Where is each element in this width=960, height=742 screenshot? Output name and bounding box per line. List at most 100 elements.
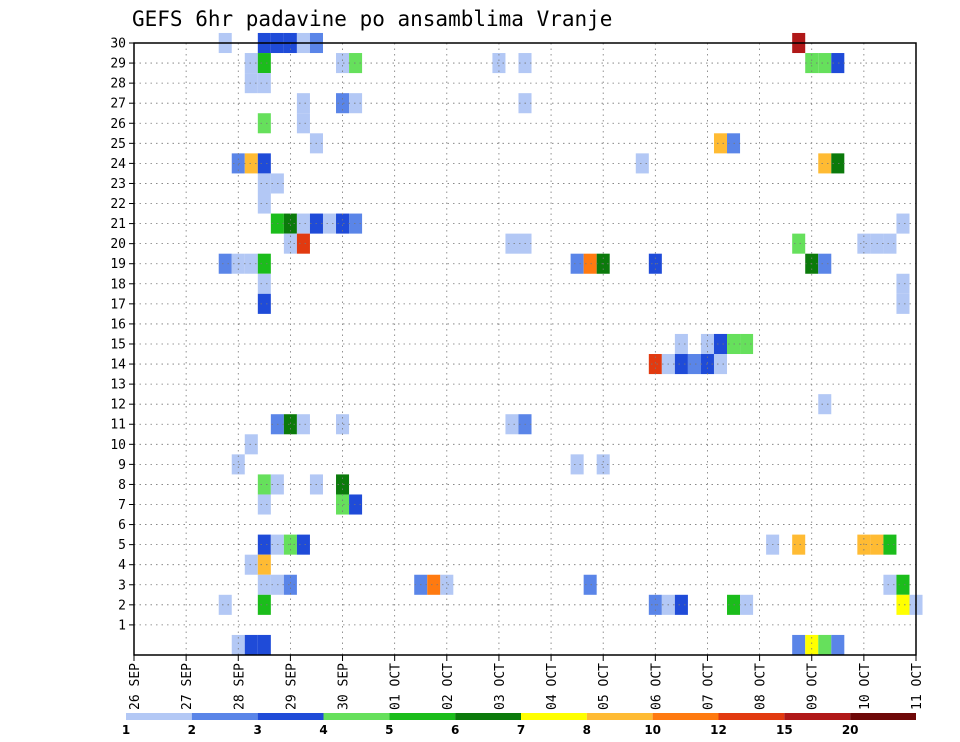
precip-cell — [648, 354, 662, 375]
colorbar-label: 10 — [644, 723, 661, 737]
precip-cell — [674, 354, 688, 375]
x-tick-label: 02 OCT — [441, 663, 456, 710]
y-tick-label: 1 — [118, 618, 126, 633]
precip-cell — [792, 634, 806, 655]
precip-cell — [244, 253, 258, 274]
precip-cell — [505, 414, 519, 435]
colorbar-swatch — [257, 713, 324, 720]
colorbar-label: 3 — [253, 723, 261, 737]
x-tick-label: 28 SEP — [232, 663, 247, 710]
precip-cell — [257, 113, 271, 134]
y-tick-label: 20 — [110, 237, 126, 252]
precip-cell — [896, 293, 910, 314]
precip-cell — [296, 213, 310, 234]
precip-cell — [257, 273, 271, 294]
precip-cell — [492, 53, 506, 74]
colorbar-swatch — [191, 713, 258, 720]
colorbar-swatch — [652, 713, 719, 720]
y-tick-label: 7 — [118, 498, 126, 513]
y-tick-label: 23 — [110, 177, 126, 192]
precip-cell — [257, 534, 271, 555]
x-axis: 26 SEP 27 SEP 28 SEP 29 SEP 30 SEP 01 OCT 02 O… — [128, 655, 925, 710]
precip-cell — [336, 93, 350, 114]
colorbar-label: 4 — [319, 723, 327, 737]
precip-cell — [231, 634, 245, 655]
y-tick-label: 29 — [110, 57, 126, 72]
precip-cell — [440, 574, 454, 595]
x-tick-label: 07 OCT — [701, 663, 716, 710]
colorbar-swatch — [718, 713, 785, 720]
precip-cell — [583, 574, 597, 595]
precip-cell — [218, 253, 232, 274]
precip-cell — [805, 634, 819, 655]
precip-cell — [857, 233, 871, 254]
x-tick-label: 09 OCT — [806, 663, 821, 710]
precip-cell — [257, 293, 271, 314]
y-tick-label: 8 — [118, 478, 126, 493]
precip-cell — [896, 574, 910, 595]
precip-cell — [883, 534, 897, 555]
x-tick-label: 26 SEP — [128, 663, 143, 710]
precip-cell — [257, 153, 271, 174]
precip-cell — [349, 494, 363, 515]
y-tick-label: 3 — [118, 578, 126, 593]
precip-cell — [818, 634, 832, 655]
y-tick-label: 28 — [110, 77, 126, 92]
precip-cell — [883, 233, 897, 254]
y-tick-label: 25 — [110, 137, 126, 152]
colorbar-swatch — [784, 713, 851, 720]
precip-cell — [349, 53, 363, 74]
y-tick-label: 21 — [110, 217, 126, 232]
y-tick-label: 5 — [118, 538, 126, 553]
precip-cell — [336, 53, 350, 74]
x-tick-label: 10 OCT — [858, 663, 873, 710]
precip-cell — [713, 333, 728, 355]
y-tick-label: 9 — [118, 458, 126, 473]
y-tick-label: 14 — [110, 358, 126, 373]
precip-cell — [349, 93, 363, 114]
y-tick-label: 19 — [110, 257, 126, 272]
y-tick-label: 16 — [110, 317, 126, 332]
precip-cell — [740, 594, 754, 615]
precip-cell — [296, 233, 310, 254]
precip-cell — [635, 153, 649, 174]
colorbar-label: 6 — [451, 723, 459, 737]
y-tick-label: 15 — [110, 337, 126, 352]
precip-cell — [244, 434, 258, 455]
precip-cell — [218, 594, 232, 615]
precip-cell — [244, 73, 258, 94]
x-tick-label: 27 SEP — [180, 663, 195, 710]
precip-cell — [257, 634, 271, 655]
colorbar-label: 20 — [842, 723, 859, 737]
precip-cell — [296, 113, 310, 134]
colorbar-swatch — [521, 713, 587, 720]
colorbar-label: 8 — [583, 723, 591, 737]
x-tick-label: 30 SEP — [337, 663, 352, 710]
precip-cell — [896, 594, 910, 615]
precip-cell — [713, 354, 728, 375]
chart-title: GEFS 6hr padavine po ansamblima Vranje — [132, 7, 612, 31]
precip-cell — [596, 454, 610, 475]
precip-cell — [244, 53, 258, 74]
precip-cell — [818, 394, 832, 415]
precip-cell — [257, 253, 271, 274]
precip-cell — [257, 574, 271, 595]
precip-cell — [244, 634, 258, 655]
precip-cell — [283, 233, 297, 254]
precip-cell — [570, 454, 584, 475]
precip-cell — [831, 634, 845, 655]
precip-cell — [283, 213, 297, 234]
y-tick-label: 2 — [118, 598, 126, 613]
y-tick-label: 22 — [110, 197, 126, 212]
y-tick-label: 24 — [110, 157, 126, 172]
y-tick-label: 30 — [110, 37, 126, 52]
y-tick-label: 4 — [118, 558, 126, 573]
y-tick-label: 12 — [110, 398, 126, 413]
colorbar: 1 2 3 4 5 6 7 8 10 12 15 20 — [122, 713, 916, 737]
precip-cell — [792, 233, 806, 254]
y-tick-label: 13 — [110, 378, 126, 393]
precip-cell — [336, 494, 350, 515]
x-tick-label: 08 OCT — [754, 663, 769, 710]
precip-cell — [896, 273, 910, 294]
